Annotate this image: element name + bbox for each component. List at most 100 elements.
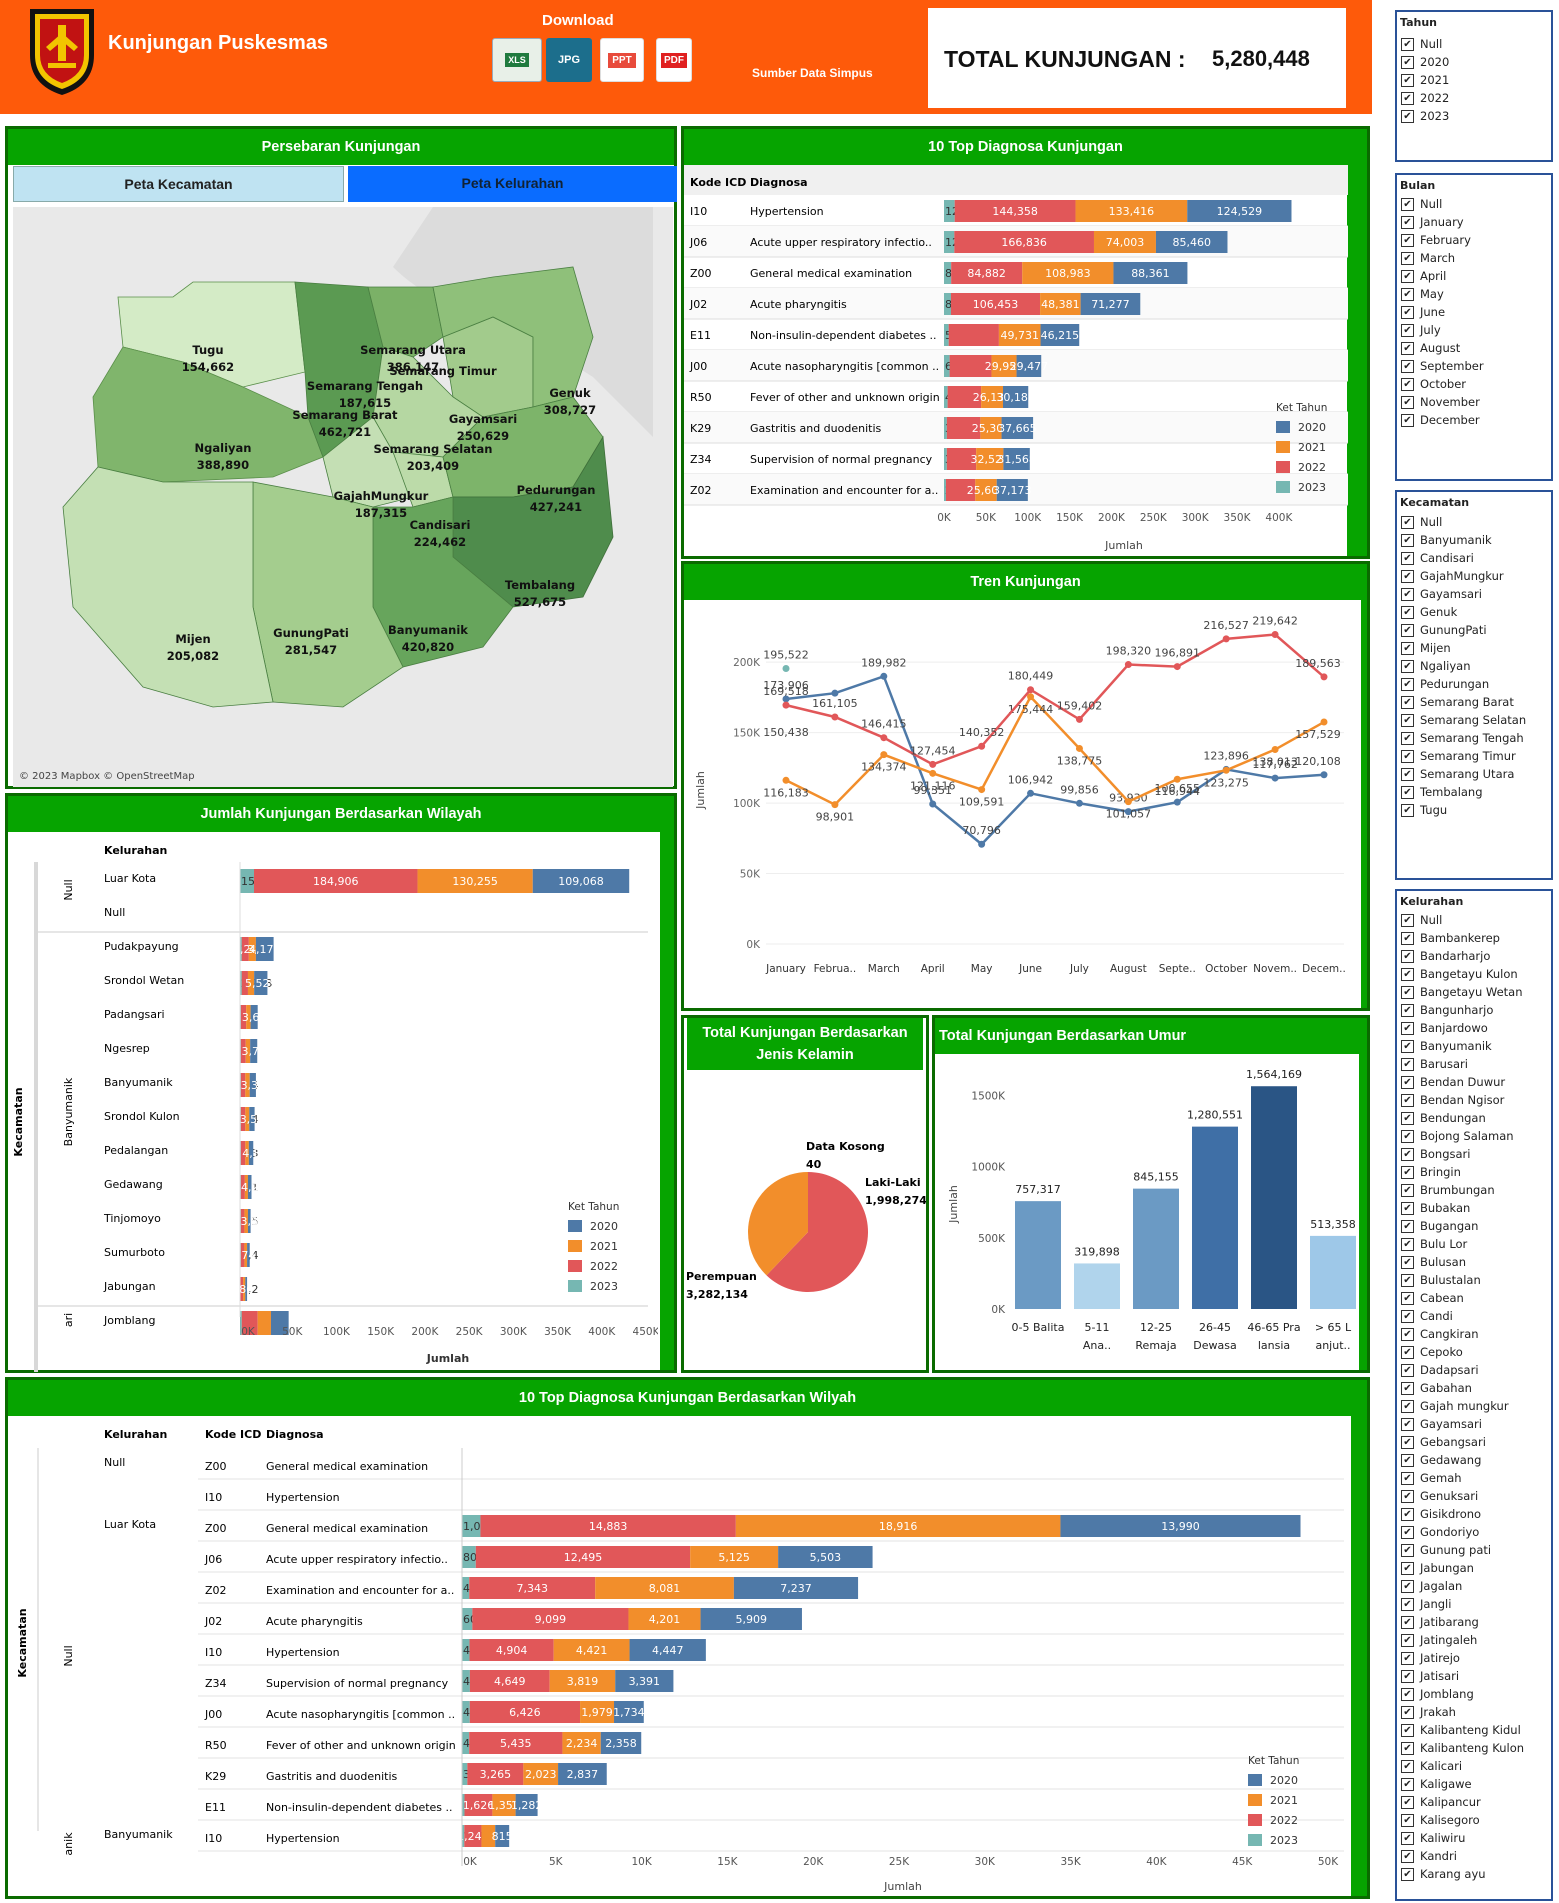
filter-option[interactable]: ✔ Barusari [1401,1057,1468,1071]
filter-option[interactable]: ✔ Bulu Lor [1401,1237,1467,1251]
checkbox-icon[interactable]: ✔ [1401,1777,1414,1791]
filter-option[interactable]: ✔ Bojong Salaman [1401,1129,1514,1143]
checkbox-icon[interactable]: ✔ [1401,659,1414,673]
filter-option[interactable]: ✔ Bringin [1401,1165,1461,1179]
filter-option[interactable]: ✔ Karang ayu [1401,1867,1486,1881]
filter-option[interactable]: ✔ Gemah [1401,1471,1462,1485]
checkbox-icon[interactable]: ✔ [1401,377,1414,391]
checkbox-icon[interactable]: ✔ [1401,1651,1414,1665]
checkbox-icon[interactable]: ✔ [1401,73,1414,87]
filter-option[interactable]: ✔ Cepoko [1401,1345,1463,1359]
checkbox-icon[interactable]: ✔ [1401,1741,1414,1755]
checkbox-icon[interactable]: ✔ [1401,1381,1414,1395]
filter-option[interactable]: ✔ Kalibanteng Kulon [1401,1741,1524,1755]
tab-peta-kelurahan[interactable]: Peta Kelurahan [348,166,677,202]
gender-pie-chart[interactable]: Perempuan 3,282,134 Laki-Laki 1,998,274 Data… [684,1070,926,1370]
filter-option[interactable]: ✔ Brumbungan [1401,1183,1495,1197]
checkbox-icon[interactable]: ✔ [1401,1111,1414,1125]
filter-option[interactable]: ✔ Bambankerep [1401,931,1500,945]
filter-option[interactable]: ✔ Gunung pati [1401,1543,1491,1557]
checkbox-icon[interactable]: ✔ [1401,1255,1414,1269]
checkbox-icon[interactable]: ✔ [1401,515,1414,529]
checkbox-icon[interactable]: ✔ [1401,1147,1414,1161]
filter-option[interactable]: ✔ Kalisegoro [1401,1813,1480,1827]
filter-option[interactable]: ✔ Jatirejo [1401,1651,1460,1665]
checkbox-icon[interactable]: ✔ [1401,949,1414,963]
checkbox-icon[interactable]: ✔ [1401,1291,1414,1305]
checkbox-icon[interactable]: ✔ [1401,785,1414,799]
checkbox-icon[interactable]: ✔ [1401,215,1414,229]
filter-option[interactable]: ✔ Gisikdrono [1401,1507,1481,1521]
checkbox-icon[interactable]: ✔ [1401,359,1414,373]
filter-option[interactable]: ✔ August [1401,341,1460,355]
download-xls-button[interactable]: XLS [492,38,542,82]
checkbox-icon[interactable]: ✔ [1401,731,1414,745]
checkbox-icon[interactable]: ✔ [1401,1183,1414,1197]
filter-option[interactable]: ✔ Gayamsari [1401,587,1482,601]
filter-option[interactable]: ✔ Jomblang [1401,1687,1474,1701]
filter-option[interactable]: ✔ Banjardowo [1401,1021,1488,1035]
checkbox-icon[interactable]: ✔ [1401,695,1414,709]
filter-option[interactable]: ✔ 2023 [1401,109,1449,123]
checkbox-icon[interactable]: ✔ [1401,413,1414,427]
checkbox-icon[interactable]: ✔ [1401,1579,1414,1593]
checkbox-icon[interactable]: ✔ [1401,1075,1414,1089]
checkbox-icon[interactable]: ✔ [1401,1093,1414,1107]
checkbox-icon[interactable]: ✔ [1401,1021,1414,1035]
filter-option[interactable]: ✔ Semarang Utara [1401,767,1514,781]
filter-option[interactable]: ✔ GunungPati [1401,623,1487,637]
checkbox-icon[interactable]: ✔ [1401,1867,1414,1881]
filter-option[interactable]: ✔ Bongsari [1401,1147,1470,1161]
filter-option[interactable]: ✔ Kalicari [1401,1759,1462,1773]
checkbox-icon[interactable]: ✔ [1401,1543,1414,1557]
filter-option[interactable]: ✔ Mijen [1401,641,1451,655]
checkbox-icon[interactable]: ✔ [1401,1615,1414,1629]
checkbox-icon[interactable]: ✔ [1401,749,1414,763]
filter-option[interactable]: ✔ Null [1401,197,1442,211]
checkbox-icon[interactable]: ✔ [1401,1813,1414,1827]
checkbox-icon[interactable]: ✔ [1401,197,1414,211]
filter-option[interactable]: ✔ Tembalang [1401,785,1483,799]
checkbox-icon[interactable]: ✔ [1401,1039,1414,1053]
wilayah-diag-chart[interactable]: Kelurahan Kode ICD Diagnosa Kecamatan Null an… [8,1416,1348,1898]
checkbox-icon[interactable]: ✔ [1401,587,1414,601]
checkbox-icon[interactable]: ✔ [1401,569,1414,583]
checkbox-icon[interactable]: ✔ [1401,1561,1414,1575]
filter-option[interactable]: ✔ January [1401,215,1464,229]
data-source-link[interactable]: Sumber Data Simpus [752,66,873,80]
filter-option[interactable]: ✔ February [1401,233,1471,247]
filter-option[interactable]: ✔ Bandarharjo [1401,949,1490,963]
checkbox-icon[interactable]: ✔ [1401,1165,1414,1179]
checkbox-icon[interactable]: ✔ [1401,1417,1414,1431]
filter-option[interactable]: ✔ Jagalan [1401,1579,1462,1593]
filter-option[interactable]: ✔ 2020 [1401,55,1449,69]
filter-option[interactable]: ✔ Ngaliyan [1401,659,1470,673]
checkbox-icon[interactable]: ✔ [1401,803,1414,817]
filter-option[interactable]: ✔ Genuksari [1401,1489,1478,1503]
filter-option[interactable]: ✔ Candisari [1401,551,1474,565]
checkbox-icon[interactable]: ✔ [1401,1237,1414,1251]
checkbox-icon[interactable]: ✔ [1401,767,1414,781]
checkbox-icon[interactable]: ✔ [1401,1453,1414,1467]
filter-option[interactable]: ✔ Banyumanik [1401,1039,1492,1053]
checkbox-icon[interactable]: ✔ [1401,1201,1414,1215]
checkbox-icon[interactable]: ✔ [1401,713,1414,727]
filter-option[interactable]: ✔ Kandri [1401,1849,1457,1863]
filter-option[interactable]: ✔ Null [1401,913,1442,927]
filter-option[interactable]: ✔ Bangunharjo [1401,1003,1493,1017]
checkbox-icon[interactable]: ✔ [1401,1219,1414,1233]
filter-option[interactable]: ✔ Banyumanik [1401,533,1492,547]
filter-option[interactable]: ✔ November [1401,395,1480,409]
trend-chart[interactable]: 0K 50K 100K 150K 200K Jumlah January Februa.. Ma… [684,600,1364,1010]
checkbox-icon[interactable]: ✔ [1401,1129,1414,1143]
filter-option[interactable]: ✔ September [1401,359,1484,373]
filter-option[interactable]: ✔ GajahMungkur [1401,569,1504,583]
filter-option[interactable]: ✔ Jabungan [1401,1561,1474,1575]
filter-option[interactable]: ✔ Semarang Barat [1401,695,1514,709]
checkbox-icon[interactable]: ✔ [1401,1309,1414,1323]
filter-option[interactable]: ✔ Gedawang [1401,1453,1481,1467]
checkbox-icon[interactable]: ✔ [1401,1525,1414,1539]
filter-option[interactable]: ✔ December [1401,413,1480,427]
checkbox-icon[interactable]: ✔ [1401,1669,1414,1683]
